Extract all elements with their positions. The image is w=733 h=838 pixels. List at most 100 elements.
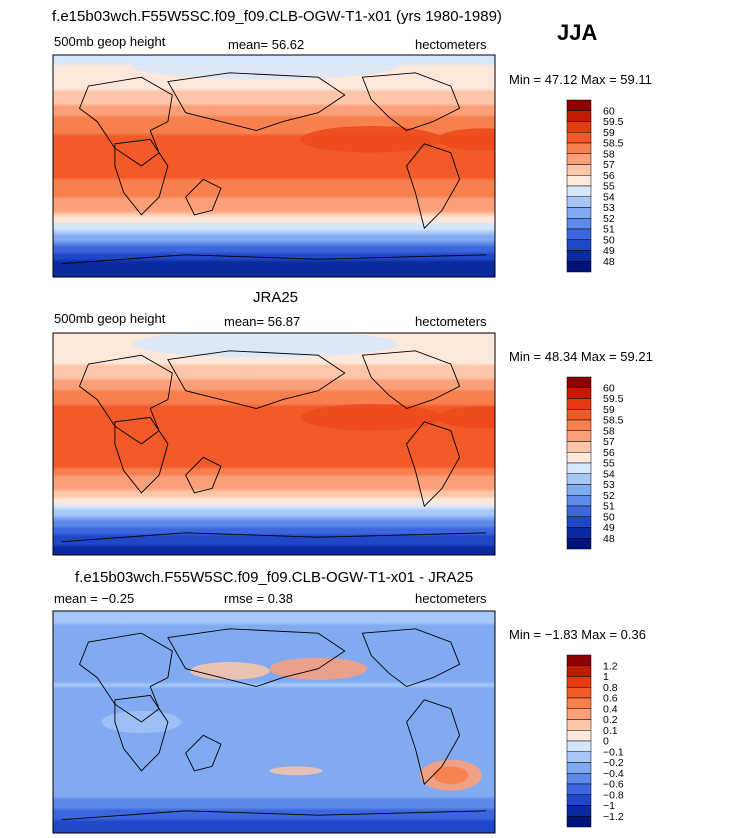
- colorbar-2-box-1: [566, 376, 592, 388]
- coastline-2-2: [114, 416, 169, 494]
- colorbar-3-box-3: [566, 676, 592, 688]
- colorbar-1-box-11: [566, 207, 592, 219]
- season-label: JJA: [557, 20, 598, 45]
- colorbar-1-box-6: [566, 153, 592, 165]
- colorbar-3-label-7: 0.1: [603, 725, 618, 737]
- panel-2-title: JRA25: [253, 289, 299, 306]
- colorbar-3-label-5: 0.4: [603, 703, 618, 715]
- coastline-3-2: [114, 694, 169, 772]
- colorbar-2-box-2: [566, 387, 592, 399]
- colorbar-2-label-4: 58.5: [603, 415, 624, 427]
- colorbar-2-label-6: 57: [603, 436, 615, 448]
- colorbar-2-box-11: [566, 484, 592, 496]
- colorbar-2-label-5: 58: [603, 425, 615, 437]
- colorbar-1-box-8: [566, 175, 592, 187]
- colorbar-2-box-3: [566, 398, 592, 410]
- panel-3-minmax: Min = −1.83 Max = 0.36: [509, 627, 646, 642]
- panel-2-units-label: hectometers: [415, 314, 487, 329]
- coastline-2-4: [185, 456, 222, 494]
- map-frame-1: [52, 54, 496, 278]
- colorbar-1-box-16: [566, 261, 592, 273]
- colorbar-3-label-12: −0.6: [603, 779, 624, 791]
- colorbar-2-box-15: [566, 527, 592, 539]
- panel-1-title: f.e15b03wch.F55W5SC.f09_f09.CLB-OGW-T1-x…: [52, 8, 502, 25]
- colorbar-1-label-10: 53: [603, 202, 615, 214]
- colorbar-2-label-8: 55: [603, 458, 615, 470]
- colorbar-1-label-6: 57: [603, 159, 615, 171]
- colorbar-1-label-4: 58.5: [603, 138, 624, 150]
- colorbar-3-box-13: [566, 783, 592, 795]
- colorbar-2-label-11: 52: [603, 490, 615, 502]
- coastline-2-7: [61, 532, 487, 543]
- colorbar-2-label-12: 51: [603, 501, 615, 513]
- coastline-1-2: [114, 138, 169, 216]
- colorbar-2-label-14: 49: [603, 522, 615, 534]
- colorbar-2-label-2: 59.5: [603, 393, 624, 405]
- colorbar-1-box-7: [566, 164, 592, 176]
- colorbar-2-label-10: 53: [603, 479, 615, 491]
- colorbar-3-box-15: [566, 805, 592, 817]
- colorbar-1-box-15: [566, 250, 592, 262]
- colorbar-3-label-13: −0.8: [603, 789, 624, 801]
- colorbar-1-label-11: 52: [603, 213, 615, 225]
- coastline-3-3: [167, 628, 346, 687]
- colorbar-3-label-9: −0.1: [603, 746, 624, 758]
- colorbar-1-label-2: 59.5: [603, 116, 624, 128]
- panel-1-field-label: 500mb geop height: [54, 34, 166, 49]
- colorbar-1-label-12: 51: [603, 224, 615, 236]
- colorbar-1-label-5: 58: [603, 148, 615, 160]
- colorbar-3-label-3: 0.8: [603, 682, 618, 694]
- colorbar-3-label-10: −0.2: [603, 757, 624, 769]
- panel-1-units-label: hectometers: [415, 37, 487, 52]
- colorbar-3-label-6: 0.2: [603, 714, 618, 726]
- colorbar-1-label-13: 50: [603, 234, 615, 246]
- panel-1-minmax: Min = 47.12 Max = 59.11: [509, 72, 652, 87]
- colorbar-3-box-2: [566, 665, 592, 677]
- colorbar-2-box-9: [566, 462, 592, 474]
- map-frame-3: [52, 610, 496, 834]
- colorbar-3-label-8: 0: [603, 736, 609, 748]
- colorbar-3-box-7: [566, 719, 592, 731]
- map-panel-3: [52, 610, 496, 834]
- colorbar-1-box-12: [566, 218, 592, 230]
- coastline-1-7: [61, 254, 487, 265]
- colorbar-3-box-11: [566, 762, 592, 774]
- colorbar-2-box-14: [566, 516, 592, 528]
- colorbar-1-box-14: [566, 239, 592, 251]
- map-field-1: [53, 55, 495, 277]
- colorbar-3-label-2: 1: [603, 671, 609, 683]
- coastline-3-6: [406, 699, 461, 786]
- colorbar-1-box-9: [566, 185, 592, 197]
- panel-3-units-label: hectometers: [415, 591, 487, 606]
- colorbar-1-label-8: 55: [603, 181, 615, 193]
- colorbar-3-label-11: −0.4: [603, 768, 624, 780]
- coastline-2-5: [361, 350, 461, 410]
- colorbar-1-box-3: [566, 121, 592, 133]
- coastline-2-3: [167, 350, 346, 409]
- coastline-3-4: [185, 734, 222, 772]
- colorbar-3-label-14: −1: [603, 800, 615, 812]
- panel-2-mean-label: mean= 56.87: [224, 314, 301, 329]
- map-panel-1: [52, 54, 496, 278]
- colorbar-3-box-10: [566, 751, 592, 763]
- map-frame-2: [52, 332, 496, 556]
- colorbar-3-label-4: 0.6: [603, 693, 618, 705]
- colorbar-1-label-14: 49: [603, 245, 615, 257]
- colorbar-3-box-12: [566, 773, 592, 785]
- colorbar-2-box-16: [566, 538, 592, 550]
- colorbar-2-label-1: 60: [603, 382, 615, 394]
- colorbar-2-label-15: 48: [603, 533, 615, 545]
- colorbar-3-box-4: [566, 687, 592, 699]
- panel-2-minmax: Min = 48.34 Max = 59.21: [509, 349, 653, 364]
- coastline-2-6: [406, 421, 461, 508]
- colorbar-1-label-9: 54: [603, 191, 615, 203]
- colorbar-2-box-13: [566, 505, 592, 517]
- colorbar-2-label-7: 56: [603, 447, 615, 459]
- colorbar-2-box-4: [566, 409, 592, 421]
- colorbar-2-label-3: 59: [603, 404, 615, 416]
- colorbar-2-box-8: [566, 452, 592, 464]
- colorbar-1-label-1: 60: [603, 105, 615, 117]
- colorbar-1-label-15: 48: [603, 256, 615, 268]
- colorbar-1-box-5: [566, 142, 592, 154]
- coastline-1-4: [185, 178, 222, 216]
